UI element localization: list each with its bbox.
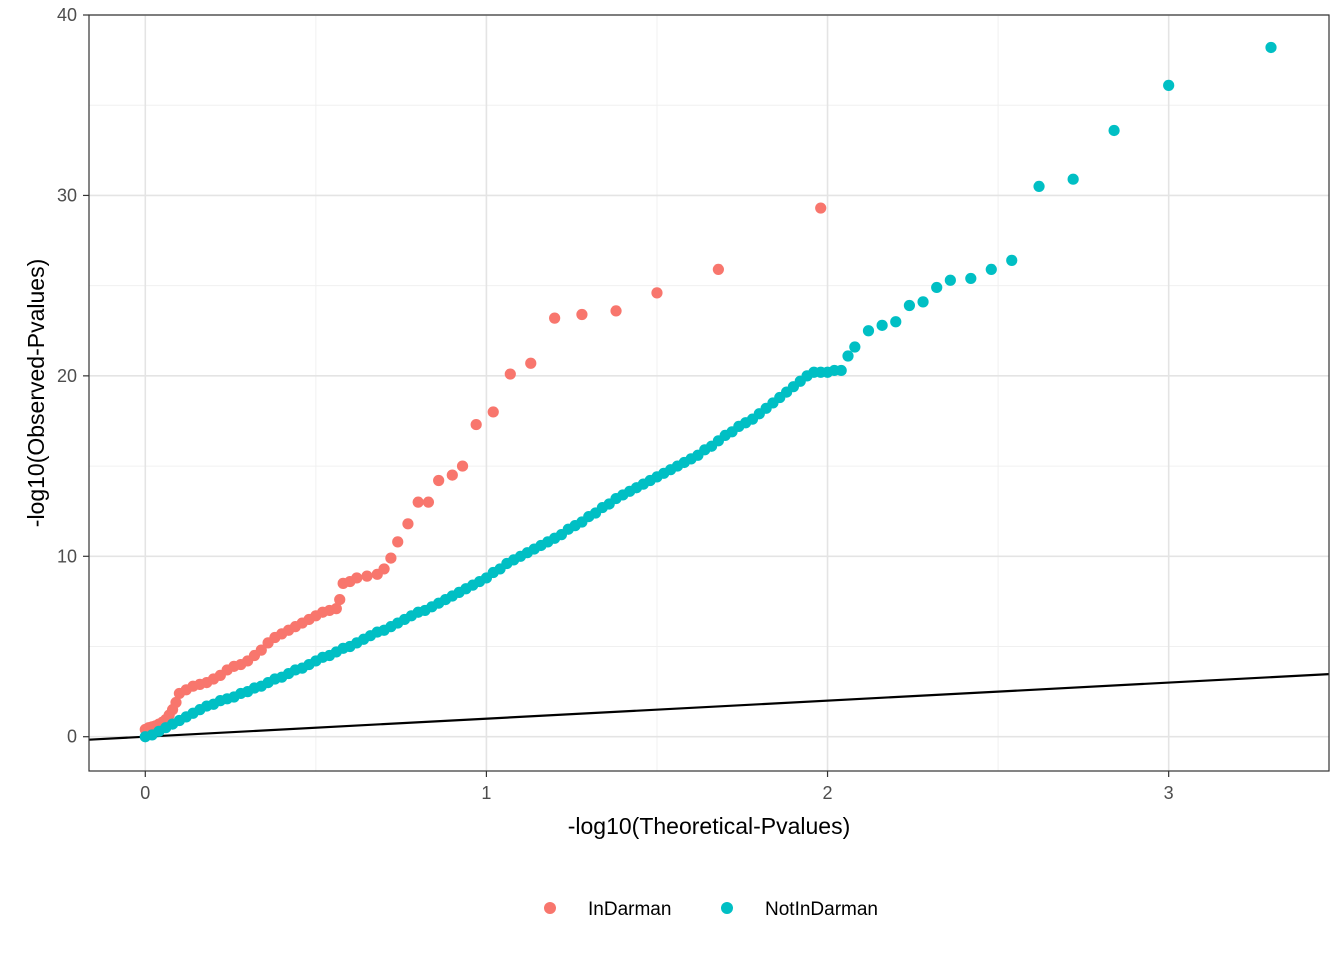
data-point	[1108, 124, 1120, 137]
legend-marker	[544, 902, 556, 914]
data-point	[835, 364, 847, 377]
data-point	[402, 518, 414, 530]
data-point	[931, 281, 943, 294]
data-point	[903, 299, 916, 312]
data-point	[504, 368, 516, 380]
data-point	[1163, 79, 1175, 91]
plot-background	[89, 15, 1329, 771]
data-point	[985, 263, 997, 276]
data-point	[446, 469, 458, 481]
data-point	[422, 496, 435, 508]
data-point	[862, 325, 875, 337]
grid-major	[89, 14, 1329, 771]
data-point	[456, 460, 469, 472]
y-axis-title: -log10(Observed-Pvalues)	[23, 259, 49, 527]
x-tick-label: 1	[481, 783, 491, 803]
data-point	[255, 644, 267, 656]
data-point	[944, 274, 956, 286]
data-point	[385, 552, 397, 564]
data-point	[1067, 173, 1079, 185]
x-axis-title: -log10(Theoretical-Pvalues)	[568, 813, 851, 839]
legend-item-InDarman: InDarman	[544, 899, 671, 920]
data-point	[1033, 180, 1045, 193]
data-point	[712, 263, 724, 276]
data-point	[487, 406, 499, 418]
data-point	[849, 341, 861, 353]
plot-border	[88, 14, 1330, 772]
legend-marker	[721, 902, 733, 914]
series-NotInDarman	[139, 41, 1277, 743]
data-point	[549, 312, 561, 324]
x-tick-label: 2	[823, 783, 833, 803]
legend-label: NotInDarman	[765, 899, 878, 920]
y-tick-label: 0	[67, 727, 77, 747]
data-point	[842, 350, 854, 362]
y-tick-label: 20	[57, 366, 77, 386]
grid-minor	[89, 15, 1329, 771]
data-point	[1006, 254, 1018, 266]
x-tick-label: 0	[140, 783, 150, 803]
y-axis: 0 10 20 30 40	[57, 5, 89, 747]
data-point	[361, 570, 373, 582]
data-point	[351, 572, 363, 584]
points-layer	[139, 41, 1277, 743]
data-point	[576, 308, 588, 321]
reference-line	[88, 673, 1330, 741]
data-point	[965, 272, 977, 285]
y-tick-label: 10	[57, 546, 77, 566]
y-tick-label: 40	[57, 5, 77, 25]
data-point	[412, 496, 424, 508]
legend-label: InDarman	[588, 899, 671, 920]
data-point	[392, 536, 404, 548]
x-tick-label: 3	[1164, 783, 1174, 803]
data-point	[651, 287, 663, 299]
data-point	[470, 418, 482, 431]
data-point	[170, 696, 182, 709]
data-point	[610, 305, 622, 317]
y-tick-label: 30	[57, 185, 77, 205]
data-point	[1265, 41, 1277, 54]
data-point	[876, 319, 888, 331]
series-InDarman	[139, 202, 827, 736]
data-point	[890, 316, 902, 328]
data-point	[433, 474, 445, 487]
reference-line-layer	[88, 673, 1330, 741]
data-point	[330, 603, 342, 615]
x-axis: 0 1 2 3	[140, 771, 1174, 803]
data-point	[525, 357, 537, 369]
data-point	[917, 296, 929, 308]
data-point	[378, 563, 390, 575]
legend: InDarman NotInDarman	[544, 899, 878, 920]
data-point	[334, 593, 346, 606]
legend-item-NotInDarman: NotInDarman	[721, 899, 878, 920]
data-point	[815, 202, 827, 214]
